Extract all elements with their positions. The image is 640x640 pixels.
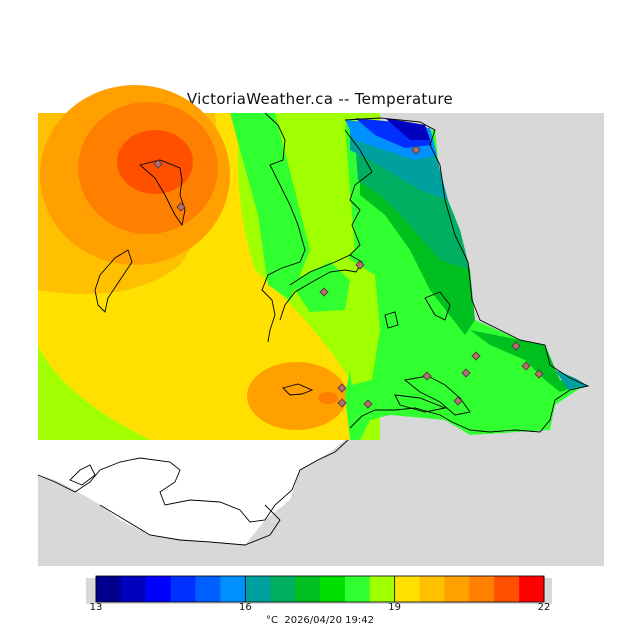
map-title: VictoriaWeather.ca -- Temperature <box>186 90 454 108</box>
footer-timestamp: 2026/04/20 19:42 <box>284 615 374 626</box>
coastline-south-mainland <box>37 439 349 523</box>
temperature-field-west <box>38 85 380 440</box>
diamond-station-marker-icon[interactable] <box>471 351 481 361</box>
legend-bin-12 <box>394 576 420 602</box>
coastline-island-gulf-b <box>394 394 447 413</box>
diamond-station-marker-icon[interactable] <box>453 396 463 406</box>
diamond-station-marker-icon[interactable] <box>511 341 521 351</box>
legend-bin-6 <box>245 576 271 602</box>
diamond-station-marker-icon[interactable] <box>534 369 544 379</box>
diamond-station-marker-icon[interactable] <box>461 368 471 378</box>
field-east-green-patch <box>290 262 350 312</box>
legend-bin-4 <box>195 576 221 602</box>
coastline-island-east-a <box>424 291 451 321</box>
diamond-station-marker-icon[interactable] <box>411 145 421 155</box>
warm-cell-south-outer <box>247 362 347 430</box>
diamond-station-marker-icon[interactable] <box>153 159 163 169</box>
diamond-station-marker-icon[interactable] <box>422 371 432 381</box>
coastline-inner-east <box>344 129 373 256</box>
legend-bin-7 <box>270 576 296 602</box>
coastline-south-bay <box>69 464 96 486</box>
legend-bin-5 <box>220 576 246 602</box>
legend-bin-14 <box>444 576 470 602</box>
legend-bin-9 <box>320 576 346 602</box>
legend-ticks <box>95 576 545 602</box>
coastline-mainland-west <box>261 112 306 343</box>
map-footer: °C 2026/04/20 19:42 <box>0 615 640 626</box>
field-green-coast-band <box>230 113 310 300</box>
legend-bin-15 <box>469 576 495 602</box>
legend-bin-13 <box>419 576 445 602</box>
coastline-island-south <box>282 383 314 396</box>
warm-cell-south-inner <box>318 392 338 404</box>
legend-tick-label: 13 <box>89 602 103 613</box>
diamond-station-marker-icon[interactable] <box>355 260 365 270</box>
legend-bin-11 <box>369 576 395 602</box>
legend-tick-label: 19 <box>388 602 402 613</box>
coastline-peninsula <box>279 254 363 321</box>
footer-unit: °C <box>266 615 278 626</box>
legend-bin-10 <box>344 576 371 602</box>
diamond-station-marker-icon[interactable] <box>319 287 329 297</box>
diamond-station-marker-icon[interactable] <box>176 202 186 212</box>
diamond-station-marker-icon[interactable] <box>363 399 373 409</box>
warm-cell-inner <box>117 130 193 194</box>
legend-bin-2 <box>145 576 171 602</box>
coastline-island-north <box>139 159 186 227</box>
diamond-station-marker-icon[interactable] <box>337 383 347 393</box>
station-markers <box>153 145 544 409</box>
diamond-station-marker-icon[interactable] <box>521 361 531 371</box>
legend-bin-16 <box>494 576 520 602</box>
temperature-field-east <box>290 118 588 440</box>
legend-tick-label: 22 <box>537 602 551 613</box>
strait-water-mask <box>38 440 345 545</box>
coastline-island-east-b <box>384 311 399 329</box>
diamond-station-marker-icon[interactable] <box>337 398 347 408</box>
coastline-island-west <box>94 249 133 313</box>
legend-bin-17 <box>519 576 545 602</box>
legend-color-bar <box>95 575 545 603</box>
legend-bin-8 <box>295 576 321 602</box>
coastline-island-gulf <box>403 375 471 416</box>
legend-bin-3 <box>170 576 196 602</box>
coastline-east-shore <box>344 117 590 433</box>
coastline-south-inlet <box>99 504 281 546</box>
legend-tick-label: 16 <box>238 602 252 613</box>
field-east-green-tail <box>470 330 580 392</box>
field-east-teal-tail <box>555 370 588 390</box>
legend-bin-0 <box>96 576 122 602</box>
coastlines <box>37 112 590 546</box>
legend-bin-1 <box>120 576 147 602</box>
field-east-deep-blue <box>385 118 430 140</box>
field-east-mid-green <box>355 135 470 270</box>
